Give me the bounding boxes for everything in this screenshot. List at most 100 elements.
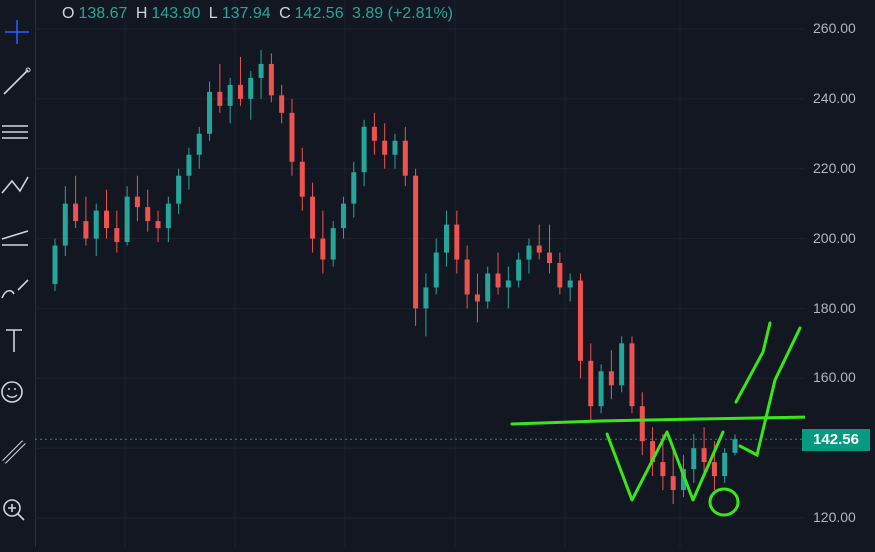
low-value: 137.94 [221,5,271,22]
candle-body [268,63,274,96]
candle-body [134,196,140,208]
price-tick: 120.00 [813,509,856,525]
ruler-tool[interactable] [0,432,35,472]
candle-body [93,210,99,239]
candle-body [402,140,408,176]
drawn-neckline [510,415,812,426]
candle-body [608,371,614,386]
candle-body [619,343,625,386]
candle-body [557,263,563,288]
candle-body [52,245,58,284]
candle-body [680,469,686,491]
candle-body [351,172,357,204]
trendline-tool[interactable] [0,60,35,100]
price-tick: 200.00 [813,230,856,246]
candle-body [433,252,439,288]
candle-body [495,273,501,288]
candle-body [691,448,697,470]
candle-body [104,210,110,229]
drawn-circle [708,487,740,517]
candle-body [577,280,583,361]
candle-body [588,360,594,407]
candle-body [536,245,542,253]
candle-body [670,476,676,491]
candle-body [598,371,604,407]
candle-body [567,280,573,288]
candle-body [73,203,79,222]
candle-body [207,91,213,134]
candle-body [186,154,192,176]
price-axis[interactable]: 260.00 240.00 220.00 200.00 180.00 160.0… [805,0,875,547]
candle-body [526,245,532,260]
text-tool[interactable] [0,320,35,360]
candle-body [629,343,635,407]
candle-body [413,175,419,309]
candle-body [258,63,264,78]
candle-body [639,406,645,442]
candle-body [114,228,120,243]
text-icon [6,329,22,352]
candle-body [660,462,666,477]
crosshair-icon [5,20,29,44]
price-tick: 220.00 [813,160,856,176]
candlestick-chart[interactable] [35,0,812,547]
drawn-target-line [734,321,772,404]
brush-tool[interactable] [0,268,35,308]
candle-body [176,175,182,204]
open-value: 138.67 [78,5,128,22]
ruler-icon [2,440,26,464]
candle-body [711,462,717,477]
forecast-icon [1,230,29,246]
pattern-tool[interactable] [0,165,35,205]
last-price-badge: 142.56 [802,429,870,451]
candle-body [289,112,295,162]
candle-body [145,207,151,222]
pattern-icon [1,176,29,194]
candle-body [227,84,233,106]
candle-body [650,441,656,463]
candle-body [124,196,130,243]
open-label: O [62,5,75,22]
candle-body [155,221,161,229]
candle-body [196,133,202,155]
candle-body [722,452,728,477]
candle-body [217,91,223,106]
ohlc-legend: O 138.67 H 143.90 L 137.94 C 142.56 3.89 (+2… [62,5,457,23]
price-tick: 180.00 [813,300,856,316]
candle-body [547,252,553,264]
candle-body [340,203,346,229]
close-label: C [279,5,291,22]
drawing-toolbar [0,0,36,547]
high-value: 143.90 [151,5,201,22]
fib-retracement-tool[interactable] [0,112,35,152]
trendline-icon [3,67,31,95]
chart-area[interactable] [35,0,812,547]
candle-body [505,280,511,288]
forecast-tool[interactable] [0,215,35,255]
candle-body [83,221,89,239]
low-label: L [208,5,218,22]
candle-body [165,203,171,229]
drawn-w-pattern [605,430,725,502]
candle-body [310,196,316,239]
candle-body [382,140,388,155]
price-tick: 160.00 [813,369,856,385]
candle-body [516,259,522,281]
candle-body [299,161,305,197]
candle-body [361,126,367,173]
emoji-tool[interactable] [0,372,35,412]
candle-body [320,238,326,260]
fib-retracement-icon [2,125,28,139]
candle-body [248,77,254,99]
crosshair-tool[interactable] [0,12,35,52]
candle-body [732,439,738,453]
candle-body [701,448,707,463]
zoom-in-tool[interactable] [0,490,35,530]
candle-body [330,228,336,260]
candle-body [423,287,429,309]
candle-body [474,294,480,302]
drawn-target-line [738,326,802,458]
candle-body [485,273,491,302]
candle-body [392,140,398,155]
candle-body [371,126,377,141]
